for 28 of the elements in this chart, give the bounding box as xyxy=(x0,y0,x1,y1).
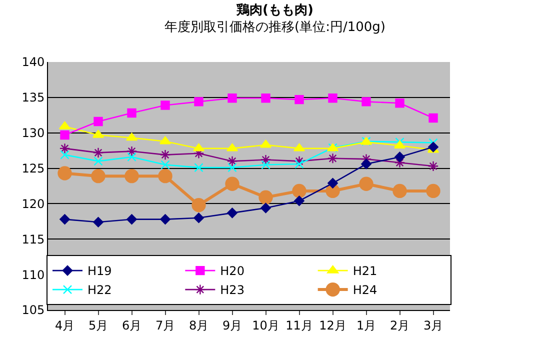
chart-subtitle: 年度別取引価格の推移(単位:円/100g) xyxy=(164,18,386,35)
x-tick-label: 9月 xyxy=(222,318,242,332)
legend-label: H23 xyxy=(220,283,244,298)
x-tick-label: 7月 xyxy=(155,318,176,332)
y-tick-label: 110 xyxy=(22,268,45,282)
y-tick-label: 105 xyxy=(22,303,45,318)
x-tick-label: 1月 xyxy=(356,318,376,332)
y-tick-label: 140 xyxy=(22,55,45,70)
y-tick-label: 135 xyxy=(22,90,45,105)
y-tick-label: 130 xyxy=(22,126,45,140)
y-tick-label: 125 xyxy=(22,161,45,176)
x-tick-label: 8月 xyxy=(188,318,209,332)
x-tick-label: 2月 xyxy=(390,318,410,332)
x-tick-label: 6月 xyxy=(122,318,142,332)
chart-title: 鶏肉(もも肉) xyxy=(236,3,314,18)
x-tick-label: 12月 xyxy=(319,318,346,332)
legend-label: H22 xyxy=(88,283,112,298)
legend-label: H21 xyxy=(352,264,378,278)
x-tick-label: 10月 xyxy=(252,318,280,332)
y-tick-label: 115 xyxy=(22,232,45,246)
y-tick-label: 120 xyxy=(22,196,45,211)
x-tick-label: 11月 xyxy=(286,318,313,332)
x-tick-label: 3月 xyxy=(423,318,444,332)
x-tick-label: 5月 xyxy=(88,318,108,332)
legend-label: H20 xyxy=(220,264,244,278)
legend-label: H24 xyxy=(352,283,378,298)
x-tick-label: 4月 xyxy=(54,318,75,332)
legend-label: H19 xyxy=(88,264,112,278)
